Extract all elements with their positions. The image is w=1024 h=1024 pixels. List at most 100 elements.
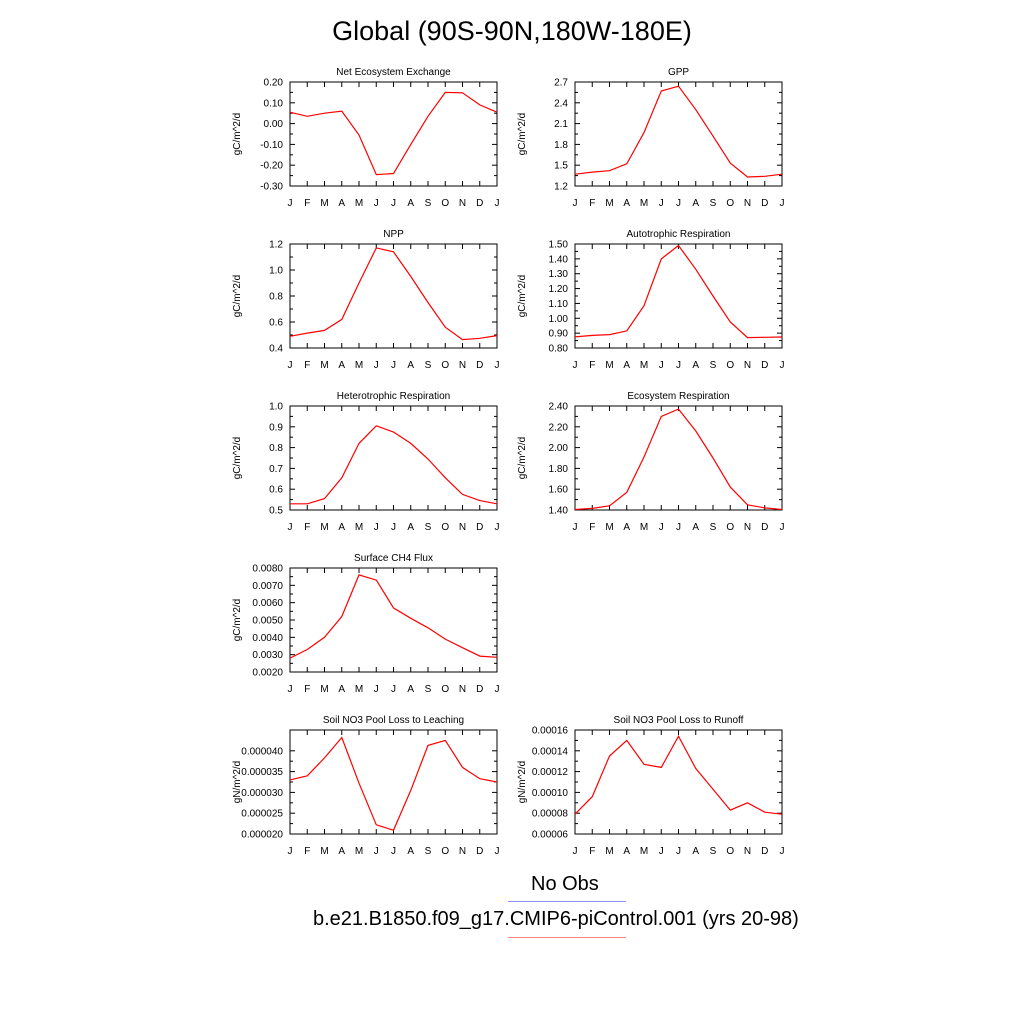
y-axis-label: gC/m^2/d bbox=[232, 275, 243, 318]
y-tick-label: 0.20 bbox=[264, 78, 284, 89]
x-tick-label: J bbox=[780, 846, 785, 857]
x-tick-label: M bbox=[355, 360, 363, 371]
y-tick-label: 0.000030 bbox=[241, 788, 283, 799]
legend-obs-line bbox=[508, 901, 626, 902]
x-tick-label: S bbox=[710, 522, 717, 533]
x-tick-label: D bbox=[761, 360, 768, 371]
y-axis-label: gC/m^2/d bbox=[517, 113, 528, 156]
x-tick-label: M bbox=[355, 846, 363, 857]
x-tick-label: M bbox=[605, 198, 613, 209]
x-tick-label: A bbox=[623, 522, 630, 533]
series-line bbox=[574, 734, 783, 815]
x-tick-label: J bbox=[391, 360, 396, 371]
legend-model-line bbox=[508, 937, 626, 938]
x-tick-label: F bbox=[304, 198, 310, 209]
x-tick-label: O bbox=[441, 846, 449, 857]
y-tick-label: 0.00014 bbox=[532, 746, 569, 757]
x-tick-label: A bbox=[338, 684, 345, 695]
x-tick-label: F bbox=[304, 360, 310, 371]
x-tick-label: J bbox=[780, 360, 785, 371]
x-tick-label: S bbox=[710, 846, 717, 857]
x-tick-label: M bbox=[605, 846, 613, 857]
x-tick-label: O bbox=[441, 522, 449, 533]
x-tick-label: J bbox=[495, 198, 500, 209]
x-tick-label: J bbox=[573, 846, 578, 857]
x-tick-label: O bbox=[726, 522, 734, 533]
x-tick-label: J bbox=[495, 522, 500, 533]
y-tick-label: 1.00 bbox=[549, 314, 569, 325]
x-tick-label: O bbox=[441, 198, 449, 209]
x-tick-label: M bbox=[355, 684, 363, 695]
x-tick-label: N bbox=[459, 846, 466, 857]
x-tick-label: J bbox=[573, 522, 578, 533]
chart-title: Ecosystem Respiration bbox=[627, 391, 729, 402]
plot-frame bbox=[289, 243, 498, 349]
x-tick-label: J bbox=[659, 846, 664, 857]
y-tick-label: 0.6 bbox=[269, 485, 283, 496]
y-tick-label: 0.0040 bbox=[252, 633, 283, 644]
x-tick-label: J bbox=[495, 360, 500, 371]
x-tick-label: J bbox=[288, 360, 293, 371]
x-tick-label: J bbox=[288, 684, 293, 695]
y-tick-label: 1.30 bbox=[549, 269, 569, 280]
y-tick-label: 2.4 bbox=[554, 98, 568, 109]
y-tick-label: 0.9 bbox=[269, 422, 283, 433]
x-tick-label: J bbox=[391, 684, 396, 695]
x-tick-label: D bbox=[476, 846, 483, 857]
y-tick-label: 0.90 bbox=[549, 329, 569, 340]
y-tick-label: 0.00 bbox=[264, 119, 284, 130]
x-tick-label: N bbox=[459, 522, 466, 533]
y-tick-label: 1.5 bbox=[554, 161, 568, 172]
x-tick-label: F bbox=[304, 846, 310, 857]
x-tick-label: N bbox=[744, 846, 751, 857]
y-axis-label: gN/m^2/d bbox=[517, 761, 528, 804]
plot-frame bbox=[574, 405, 783, 511]
x-tick-label: J bbox=[374, 846, 379, 857]
y-tick-label: 0.00012 bbox=[532, 767, 569, 778]
x-tick-label: O bbox=[726, 198, 734, 209]
y-tick-label: 0.0030 bbox=[252, 650, 283, 661]
chart-title: GPP bbox=[668, 67, 689, 78]
y-tick-label: 0.00016 bbox=[532, 726, 569, 737]
x-tick-label: F bbox=[304, 684, 310, 695]
chart-title: Heterotrophic Respiration bbox=[337, 391, 450, 402]
x-tick-label: J bbox=[676, 846, 681, 857]
x-tick-label: M bbox=[320, 684, 328, 695]
x-tick-label: A bbox=[407, 360, 414, 371]
x-tick-label: N bbox=[744, 360, 751, 371]
chart-panel-5: Heterotrophic Respiration gC/m^2/d 1.0 0.9 0… bbox=[232, 391, 500, 533]
x-tick-label: J bbox=[374, 522, 379, 533]
x-tick-label: A bbox=[407, 684, 414, 695]
y-tick-label: 1.20 bbox=[549, 284, 569, 295]
y-tick-label: 1.0 bbox=[269, 402, 283, 413]
x-tick-label: A bbox=[338, 522, 345, 533]
x-tick-label: N bbox=[459, 198, 466, 209]
y-tick-label: 0.00008 bbox=[532, 809, 569, 820]
series-line bbox=[290, 425, 498, 505]
x-tick-label: J bbox=[391, 846, 396, 857]
y-tick-label: 0.0050 bbox=[252, 616, 283, 627]
x-tick-label: A bbox=[623, 360, 630, 371]
x-tick-label: A bbox=[623, 198, 630, 209]
x-tick-label: N bbox=[744, 522, 751, 533]
x-tick-label: F bbox=[589, 522, 595, 533]
x-tick-label: D bbox=[476, 684, 483, 695]
y-tick-label: 0.000035 bbox=[241, 767, 283, 778]
x-tick-label: J bbox=[676, 522, 681, 533]
chart-panel-6: Ecosystem Respiration gC/m^2/d 2.40 2.20 2.0… bbox=[517, 391, 785, 533]
y-tick-label: 0.0060 bbox=[252, 598, 283, 609]
y-tick-label: 1.40 bbox=[549, 254, 569, 265]
y-tick-label: 1.10 bbox=[549, 299, 569, 310]
x-tick-label: F bbox=[589, 360, 595, 371]
x-tick-label: F bbox=[589, 846, 595, 857]
x-tick-label: F bbox=[304, 522, 310, 533]
y-tick-label: 0.00006 bbox=[532, 830, 569, 841]
y-tick-label: 1.50 bbox=[549, 240, 569, 251]
y-axis-label: gC/m^2/d bbox=[517, 275, 528, 318]
chart-title: Net Ecosystem Exchange bbox=[336, 67, 451, 78]
x-tick-label: J bbox=[676, 198, 681, 209]
chart-panel-8: Soil NO3 Pool Loss to LeachinggN/m^2/d0.… bbox=[232, 715, 500, 857]
chart-title: NPP bbox=[383, 229, 404, 240]
x-tick-label: D bbox=[476, 522, 483, 533]
